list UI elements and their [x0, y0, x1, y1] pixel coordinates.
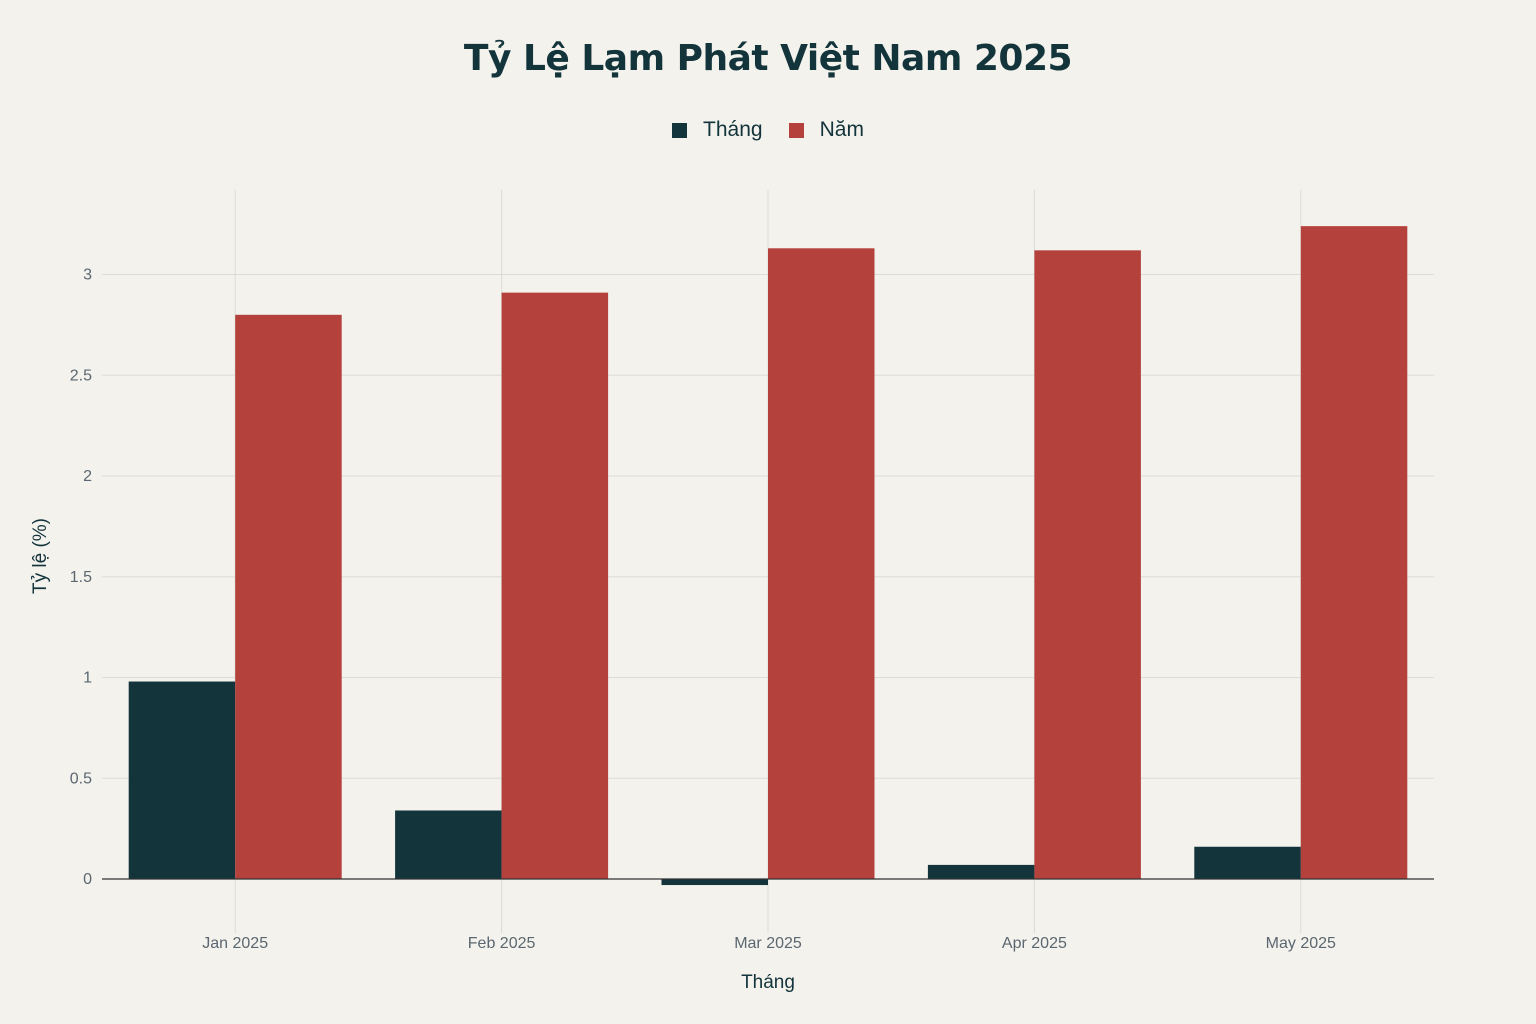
y-axis-title: Tỷ lệ (%) — [30, 518, 51, 594]
bar-year-2[interactable] — [501, 292, 609, 879]
y-tick-label: 3 — [83, 267, 92, 284]
x-tick-label: Jan 2025 — [202, 935, 268, 952]
legend-swatch-year — [788, 122, 804, 138]
bar-year-1[interactable] — [235, 314, 342, 879]
y-tick-label: 0 — [83, 871, 92, 888]
legend: Tháng Năm — [0, 118, 1536, 142]
bar-month-4[interactable] — [927, 864, 1035, 879]
x-tick-label: Apr 2025 — [1002, 935, 1067, 952]
legend-swatch-month — [672, 122, 688, 138]
bar-year-3[interactable] — [768, 248, 875, 879]
legend-label-year: Năm — [819, 118, 864, 141]
y-tick-label: 2 — [83, 468, 92, 485]
chart-title: Tỷ Lệ Lạm Phát Việt Nam 2025 — [463, 38, 1073, 79]
x-tick-label: Mar 2025 — [734, 935, 802, 952]
legend-label-month: Tháng — [703, 118, 763, 141]
y-tick-label: 1 — [83, 670, 92, 687]
bar-month-5[interactable] — [1194, 846, 1301, 879]
legend-item-month[interactable]: Tháng — [672, 118, 763, 142]
bar-year-4[interactable] — [1034, 250, 1141, 879]
bar-month-2[interactable] — [395, 810, 502, 879]
bar-year-5[interactable] — [1300, 226, 1408, 879]
x-tick-label: May 2025 — [1266, 935, 1336, 952]
legend-item-year[interactable]: Năm — [788, 118, 864, 142]
x-tick-label: Feb 2025 — [468, 935, 536, 952]
labels-layer: 0 0.5 1 1.5 2 2.5 3 Jan 2025 Feb 2025 Mar 2025 Apr… — [70, 267, 1336, 953]
bar-month-1[interactable] — [128, 681, 236, 879]
y-tick-label: 0.5 — [70, 770, 92, 787]
x-axis-title: Tháng — [741, 972, 795, 993]
y-tick-label: 1.5 — [70, 569, 92, 586]
bars-layer — [128, 226, 1408, 886]
y-tick-label: 2.5 — [70, 367, 92, 384]
bar-month-3[interactable] — [661, 879, 769, 886]
